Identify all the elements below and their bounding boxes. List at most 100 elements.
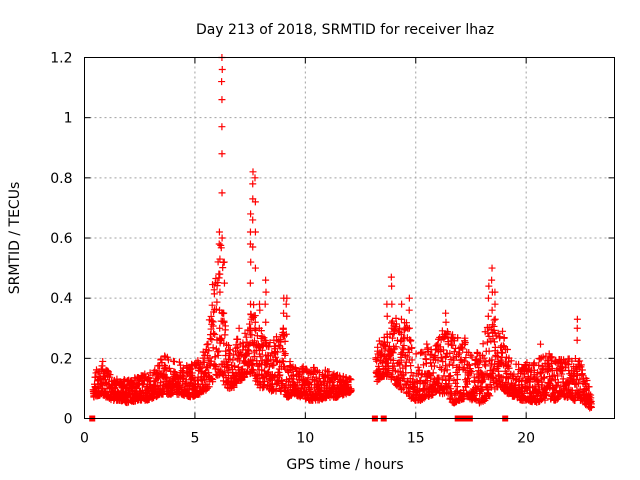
data-point bbox=[444, 383, 452, 391]
data-point bbox=[499, 342, 507, 350]
data-point bbox=[216, 288, 224, 296]
data-point bbox=[218, 66, 226, 74]
data-point bbox=[563, 360, 571, 368]
data-point bbox=[578, 370, 586, 378]
data-point bbox=[491, 338, 499, 346]
data-point bbox=[208, 301, 216, 309]
data-point bbox=[405, 348, 413, 356]
data-point bbox=[215, 347, 223, 355]
data-point bbox=[210, 286, 218, 294]
data-point bbox=[233, 379, 241, 387]
data-point bbox=[485, 347, 493, 355]
data-point bbox=[239, 339, 247, 347]
data-point bbox=[397, 315, 405, 323]
data-point bbox=[438, 327, 446, 335]
data-point bbox=[260, 383, 268, 391]
data-points bbox=[89, 54, 595, 422]
data-point bbox=[210, 329, 218, 337]
data-point bbox=[280, 348, 288, 356]
data-point bbox=[244, 346, 252, 354]
data-point bbox=[446, 349, 454, 357]
data-point bbox=[218, 234, 226, 242]
data-point bbox=[312, 373, 320, 381]
data-point bbox=[400, 342, 408, 350]
data-point bbox=[442, 362, 450, 370]
data-point bbox=[503, 345, 511, 353]
data-point bbox=[249, 216, 257, 224]
data-point bbox=[439, 358, 447, 366]
data-point bbox=[430, 362, 438, 370]
data-point bbox=[389, 349, 397, 357]
data-point bbox=[485, 282, 493, 290]
data-point bbox=[484, 312, 492, 320]
data-point bbox=[483, 338, 491, 346]
data-point bbox=[279, 345, 287, 353]
data-point bbox=[248, 331, 256, 339]
data-point bbox=[221, 368, 229, 376]
data-point bbox=[220, 258, 228, 266]
data-point bbox=[576, 357, 584, 365]
data-point bbox=[587, 397, 595, 405]
data-point bbox=[415, 366, 423, 374]
data-point bbox=[464, 360, 472, 368]
data-point bbox=[466, 369, 474, 377]
x-tick-label: 10 bbox=[296, 431, 314, 447]
data-point bbox=[97, 380, 105, 388]
data-point bbox=[446, 372, 454, 380]
data-point bbox=[234, 335, 242, 343]
data-point bbox=[442, 330, 450, 338]
y-axis-label: SRMTID / TECUs bbox=[7, 182, 23, 295]
data-point bbox=[205, 369, 213, 377]
data-point bbox=[246, 279, 254, 287]
data-point bbox=[392, 343, 400, 351]
data-point bbox=[262, 276, 270, 284]
data-point bbox=[228, 361, 236, 369]
data-point bbox=[310, 363, 318, 371]
data-point bbox=[491, 288, 499, 296]
data-point bbox=[251, 174, 259, 182]
data-point bbox=[548, 353, 556, 361]
data-point bbox=[208, 375, 216, 383]
data-point bbox=[530, 374, 538, 382]
data-point bbox=[265, 343, 273, 351]
data-point bbox=[576, 376, 584, 384]
data-point bbox=[396, 361, 404, 369]
data-point bbox=[462, 354, 470, 362]
data-point bbox=[261, 300, 269, 308]
data-point bbox=[200, 358, 208, 366]
data-point bbox=[215, 240, 223, 248]
data-point bbox=[347, 386, 355, 394]
data-point bbox=[475, 364, 483, 372]
data-point bbox=[397, 330, 405, 338]
y-tick-label: 1.2 bbox=[50, 51, 72, 67]
data-point bbox=[251, 352, 259, 360]
data-point bbox=[585, 383, 593, 391]
data-point bbox=[454, 371, 461, 379]
data-point bbox=[377, 347, 385, 355]
data-point bbox=[488, 276, 496, 284]
data-point bbox=[106, 371, 114, 379]
data-point bbox=[218, 150, 226, 158]
y-tick-label: 0.2 bbox=[50, 351, 72, 367]
data-point bbox=[505, 364, 513, 372]
data-point bbox=[256, 306, 264, 314]
data-point bbox=[491, 300, 499, 308]
data-point bbox=[283, 294, 291, 302]
x-tick-label: 0 bbox=[80, 431, 89, 447]
data-point bbox=[452, 388, 460, 396]
data-point bbox=[249, 168, 257, 176]
data-point bbox=[220, 318, 228, 326]
data-point bbox=[459, 345, 467, 353]
data-point bbox=[165, 364, 173, 372]
data-point bbox=[479, 340, 487, 348]
data-point bbox=[281, 337, 289, 345]
data-point bbox=[499, 327, 507, 335]
data-point bbox=[226, 346, 234, 354]
data-point bbox=[281, 350, 289, 358]
data-point bbox=[99, 357, 107, 365]
data-point bbox=[218, 96, 226, 104]
data-point bbox=[408, 356, 416, 364]
data-point bbox=[216, 324, 224, 332]
data-point bbox=[461, 339, 469, 347]
